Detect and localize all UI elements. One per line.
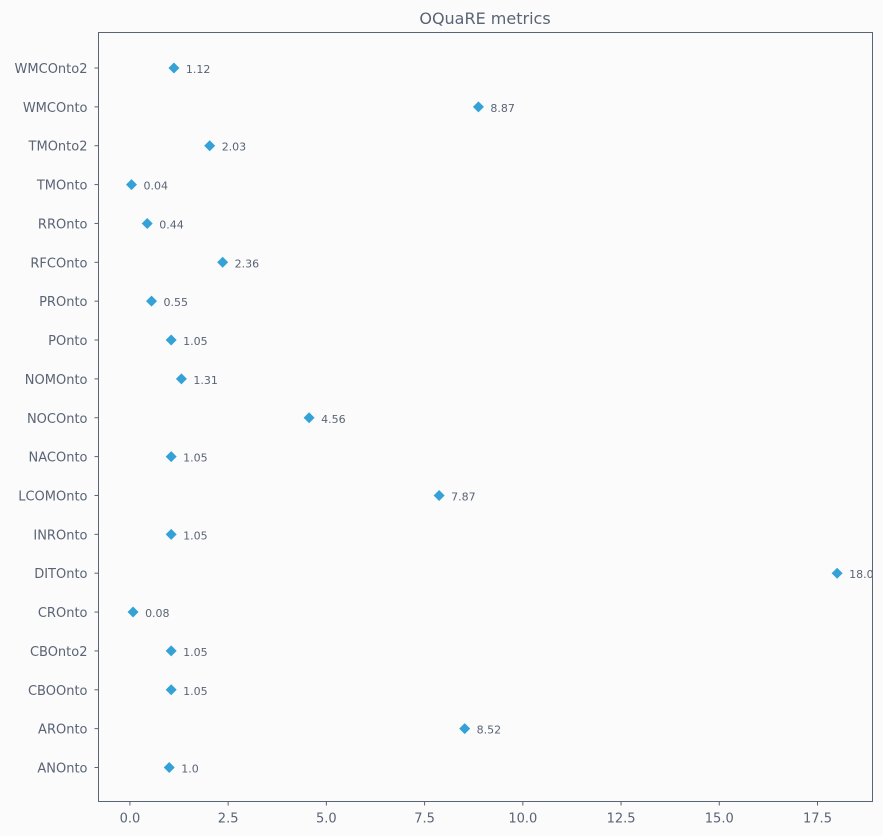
data-label: 0.44 — [159, 218, 184, 231]
data-point — [472, 101, 484, 113]
x-tick-label: 15.0 — [705, 812, 734, 827]
y-tick-label: NOCOnto — [27, 412, 88, 427]
y-tick-label: RFCOnto — [30, 256, 87, 271]
data-label: 2.03 — [222, 141, 247, 154]
data-point — [165, 451, 177, 463]
data-point — [165, 684, 177, 696]
y-tick-label: TMOnto2 — [28, 140, 88, 155]
data-point — [165, 528, 177, 540]
data-point — [204, 140, 216, 152]
data-point — [126, 179, 138, 191]
data-label: 2.36 — [235, 257, 259, 270]
y-tick-label: CROnto — [38, 606, 88, 621]
data-label: 7.87 — [451, 490, 476, 503]
data-point — [459, 723, 471, 735]
data-label: 4.56 — [321, 413, 346, 426]
data-label: 0.04 — [144, 180, 169, 193]
y-tick-label: PROnto — [39, 295, 87, 310]
data-point — [303, 412, 315, 424]
plot-frame — [98, 32, 873, 802]
x-tick-label: 0.0 — [120, 812, 141, 827]
y-tick-label: RROnto — [38, 217, 88, 232]
data-point — [831, 567, 843, 579]
data-points — [126, 62, 843, 773]
data-labels: 1.0 8.52 1.05 1.05 0.08 18.0 1.05 7.87 1.05 4.56 1… — [144, 63, 874, 776]
x-tick-label: 5.0 — [316, 812, 337, 827]
data-label: 1.05 — [183, 452, 208, 465]
y-tick-label: CBOOnto — [28, 684, 88, 699]
data-label: 1.31 — [193, 374, 218, 387]
data-label: 1.0 — [181, 763, 199, 776]
y-tick-label: ANOnto — [37, 762, 87, 777]
y-tick-label: INROnto — [33, 528, 87, 543]
y-tick-label: WMCOnto2 — [15, 62, 88, 77]
data-point — [141, 217, 153, 229]
data-label: 1.12 — [186, 63, 211, 76]
y-tick-label: LCOMOnto — [18, 489, 87, 504]
data-label: 1.05 — [183, 335, 208, 348]
y-tick-label: DITOnto — [34, 567, 87, 582]
data-label: 1.05 — [183, 685, 208, 698]
y-axis: ANOnto AROnto CBOOnto CBOnto2 CROnto DITOnto I… — [15, 62, 99, 777]
data-point — [168, 62, 180, 74]
data-point — [217, 256, 229, 268]
data-point — [433, 489, 445, 501]
data-point — [175, 373, 187, 385]
y-tick-label: NOMOnto — [25, 373, 88, 388]
data-point — [127, 606, 139, 618]
data-label: 8.52 — [477, 724, 502, 737]
y-tick-label: TMOnto — [36, 179, 88, 194]
x-tick-label: 12.5 — [607, 812, 636, 827]
y-tick-label: POnto — [48, 334, 87, 349]
data-point — [146, 295, 158, 307]
x-axis: 0.0 2.5 5.0 7.5 10.0 12.5 15.0 17.5 — [120, 801, 832, 827]
y-tick-label: WMCOnto — [23, 101, 88, 116]
data-point — [165, 645, 177, 657]
x-tick-label: 17.5 — [803, 812, 832, 827]
y-tick-label: AROnto — [38, 723, 87, 738]
data-label: 1.05 — [183, 646, 208, 659]
data-label: 8.87 — [490, 102, 515, 115]
y-tick-label: CBOnto2 — [30, 645, 88, 660]
data-point — [165, 334, 177, 346]
data-label: 0.55 — [164, 296, 189, 309]
data-label: 18.0 — [849, 568, 874, 581]
data-label: 0.08 — [145, 607, 170, 620]
data-point — [163, 762, 175, 773]
chart-title: OQuaRE metrics — [419, 9, 550, 28]
y-tick-label: NACOnto — [29, 451, 88, 466]
x-tick-label: 2.5 — [218, 812, 239, 827]
x-tick-label: 7.5 — [414, 812, 435, 827]
data-label: 1.05 — [183, 529, 208, 542]
x-tick-label: 10.0 — [508, 812, 537, 827]
